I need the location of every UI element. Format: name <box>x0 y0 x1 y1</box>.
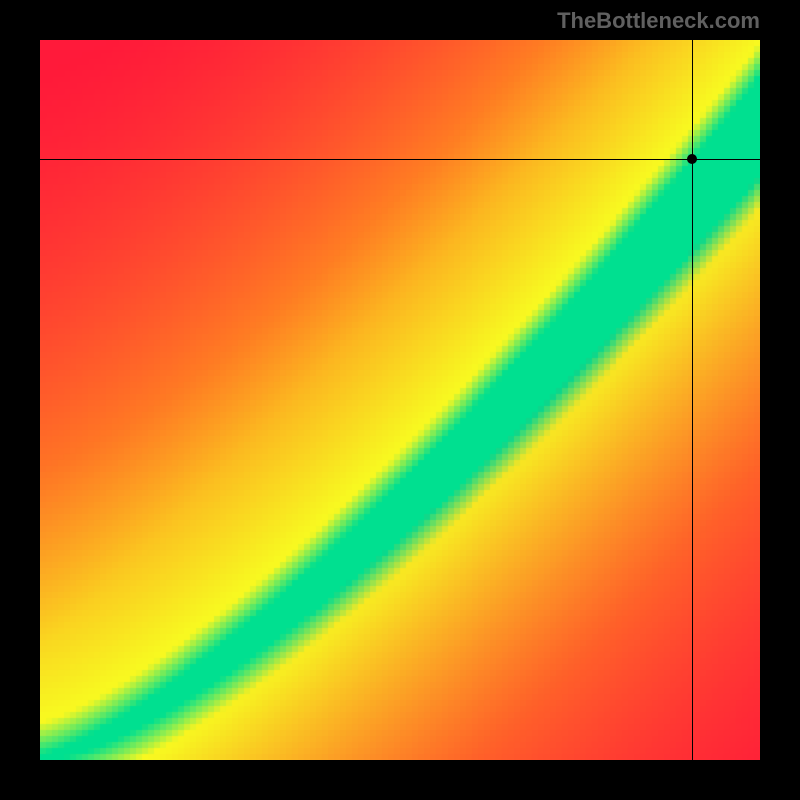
heatmap-canvas <box>40 40 760 760</box>
crosshair-marker <box>687 154 697 164</box>
watermark-text: TheBottleneck.com <box>557 8 760 34</box>
crosshair-vertical <box>692 40 693 760</box>
bottleneck-heatmap <box>40 40 760 760</box>
crosshair-horizontal <box>40 159 760 160</box>
